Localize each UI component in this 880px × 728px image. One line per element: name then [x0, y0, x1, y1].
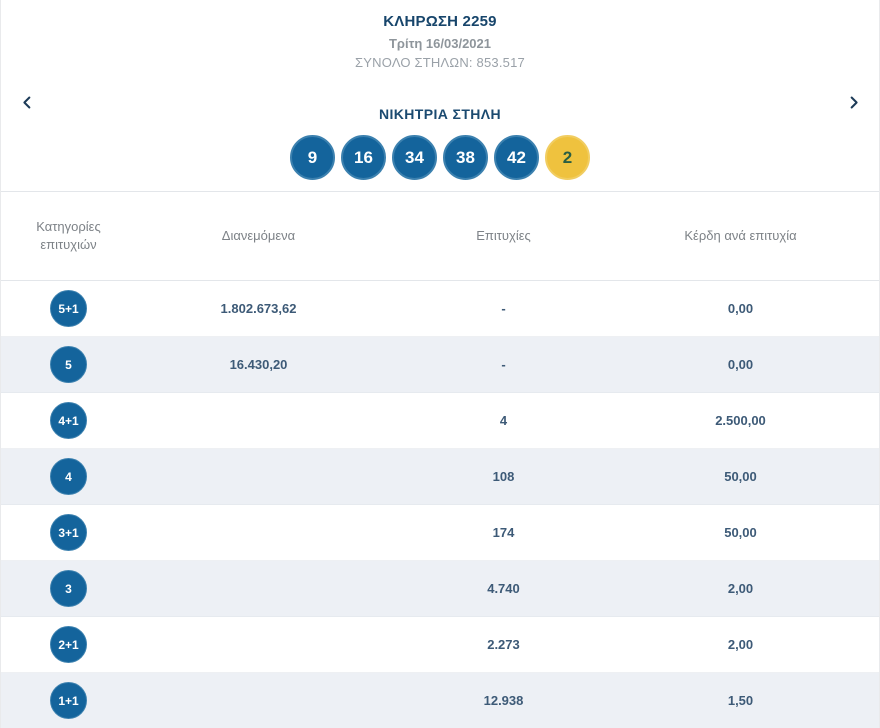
prize-value: 50,00: [724, 469, 757, 484]
winners-value: 12.938: [483, 693, 524, 708]
previous-draw-button[interactable]: [13, 90, 41, 118]
table-row: 3+1 174 50,00: [1, 505, 879, 561]
winning-number-ball: 9: [290, 135, 335, 180]
category-badge: 4: [50, 458, 87, 495]
category-badge: 2+1: [50, 626, 87, 663]
winning-column-title: ΝΙΚΗΤΡΙΑ ΣΤΗΛΗ: [378, 106, 502, 122]
distributed-value: 1.802.673,62: [220, 301, 297, 316]
winners-value: 4.740: [487, 581, 520, 596]
winning-number-ball: 38: [443, 135, 488, 180]
category-badge: 1+1: [50, 682, 87, 719]
prize-value: 0,00: [727, 357, 754, 372]
winning-numbers: 9 16 34 38 42 2: [1, 135, 879, 180]
winners-value: 2.273: [487, 637, 520, 652]
winning-number-ball: 34: [392, 135, 437, 180]
category-badge: 3+1: [50, 514, 87, 551]
table-row: 3 4.740 2,00: [1, 561, 879, 617]
table-row: 1+1 12.938 1,50: [1, 673, 879, 728]
column-header-distributed: Διανεμόμενα: [221, 228, 296, 244]
category-badge: 4+1: [50, 402, 87, 439]
table-row: 5+1 1.802.673,62 - 0,00: [1, 281, 879, 337]
winners-value: -: [501, 357, 506, 372]
category-badge: 5: [50, 346, 87, 383]
table-row: 4 108 50,00: [1, 449, 879, 505]
prize-value: 1,50: [727, 693, 754, 708]
total-columns-label: ΣΥΝΟΛΟ ΣΤΗΛΩΝ: 853.517: [355, 55, 525, 70]
table-row: 4+1 4 2.500,00: [1, 393, 879, 449]
winning-number-ball: 16: [341, 135, 386, 180]
category-badge: 5+1: [50, 290, 87, 327]
draw-date: Τρίτη 16/03/2021: [388, 36, 491, 51]
table-body: 5+1 1.802.673,62 - 0,00 5 16.430,20 - 0,…: [1, 281, 879, 728]
winners-value: 174: [492, 525, 515, 540]
table-header-row: Κατηγορίες επιτυχιών Διανεμόμενα Επιτυχί…: [1, 192, 879, 281]
prize-value: 2,00: [727, 637, 754, 652]
draw-title: ΚΛΗΡΩΣΗ 2259: [383, 13, 497, 30]
column-header-categories: Κατηγορίες επιτυχιών: [36, 219, 101, 252]
chevron-left-icon: [20, 93, 35, 115]
next-draw-button[interactable]: [839, 90, 867, 118]
winners-value: 108: [492, 469, 515, 484]
prize-value: 50,00: [724, 525, 757, 540]
table-row: 5 16.430,20 - 0,00: [1, 337, 879, 393]
chevron-right-icon: [846, 93, 861, 115]
winning-number-ball: 42: [494, 135, 539, 180]
winning-column-section: ΝΙΚΗΤΡΙΑ ΣΤΗΛΗ 9 16 34 38 42 2: [1, 70, 879, 192]
column-header-prize: Κέρδη ανά επιτυχία: [684, 228, 797, 244]
winners-value: -: [501, 301, 506, 316]
joker-number-ball: 2: [545, 135, 590, 180]
prize-value: 2,00: [727, 581, 754, 596]
column-header-winners: Επιτυχίες: [476, 228, 531, 244]
draw-header: ΚΛΗΡΩΣΗ 2259 Τρίτη 16/03/2021 ΣΥΝΟΛΟ ΣΤΗ…: [1, 0, 879, 70]
prize-value: 0,00: [727, 301, 754, 316]
winners-value: 4: [499, 413, 508, 428]
distributed-value: 16.430,20: [229, 357, 288, 372]
prize-value: 2.500,00: [715, 413, 766, 428]
table-row: 2+1 2.273 2,00: [1, 617, 879, 673]
category-badge: 3: [50, 570, 87, 607]
results-table: Κατηγορίες επιτυχιών Διανεμόμενα Επιτυχί…: [1, 192, 879, 728]
